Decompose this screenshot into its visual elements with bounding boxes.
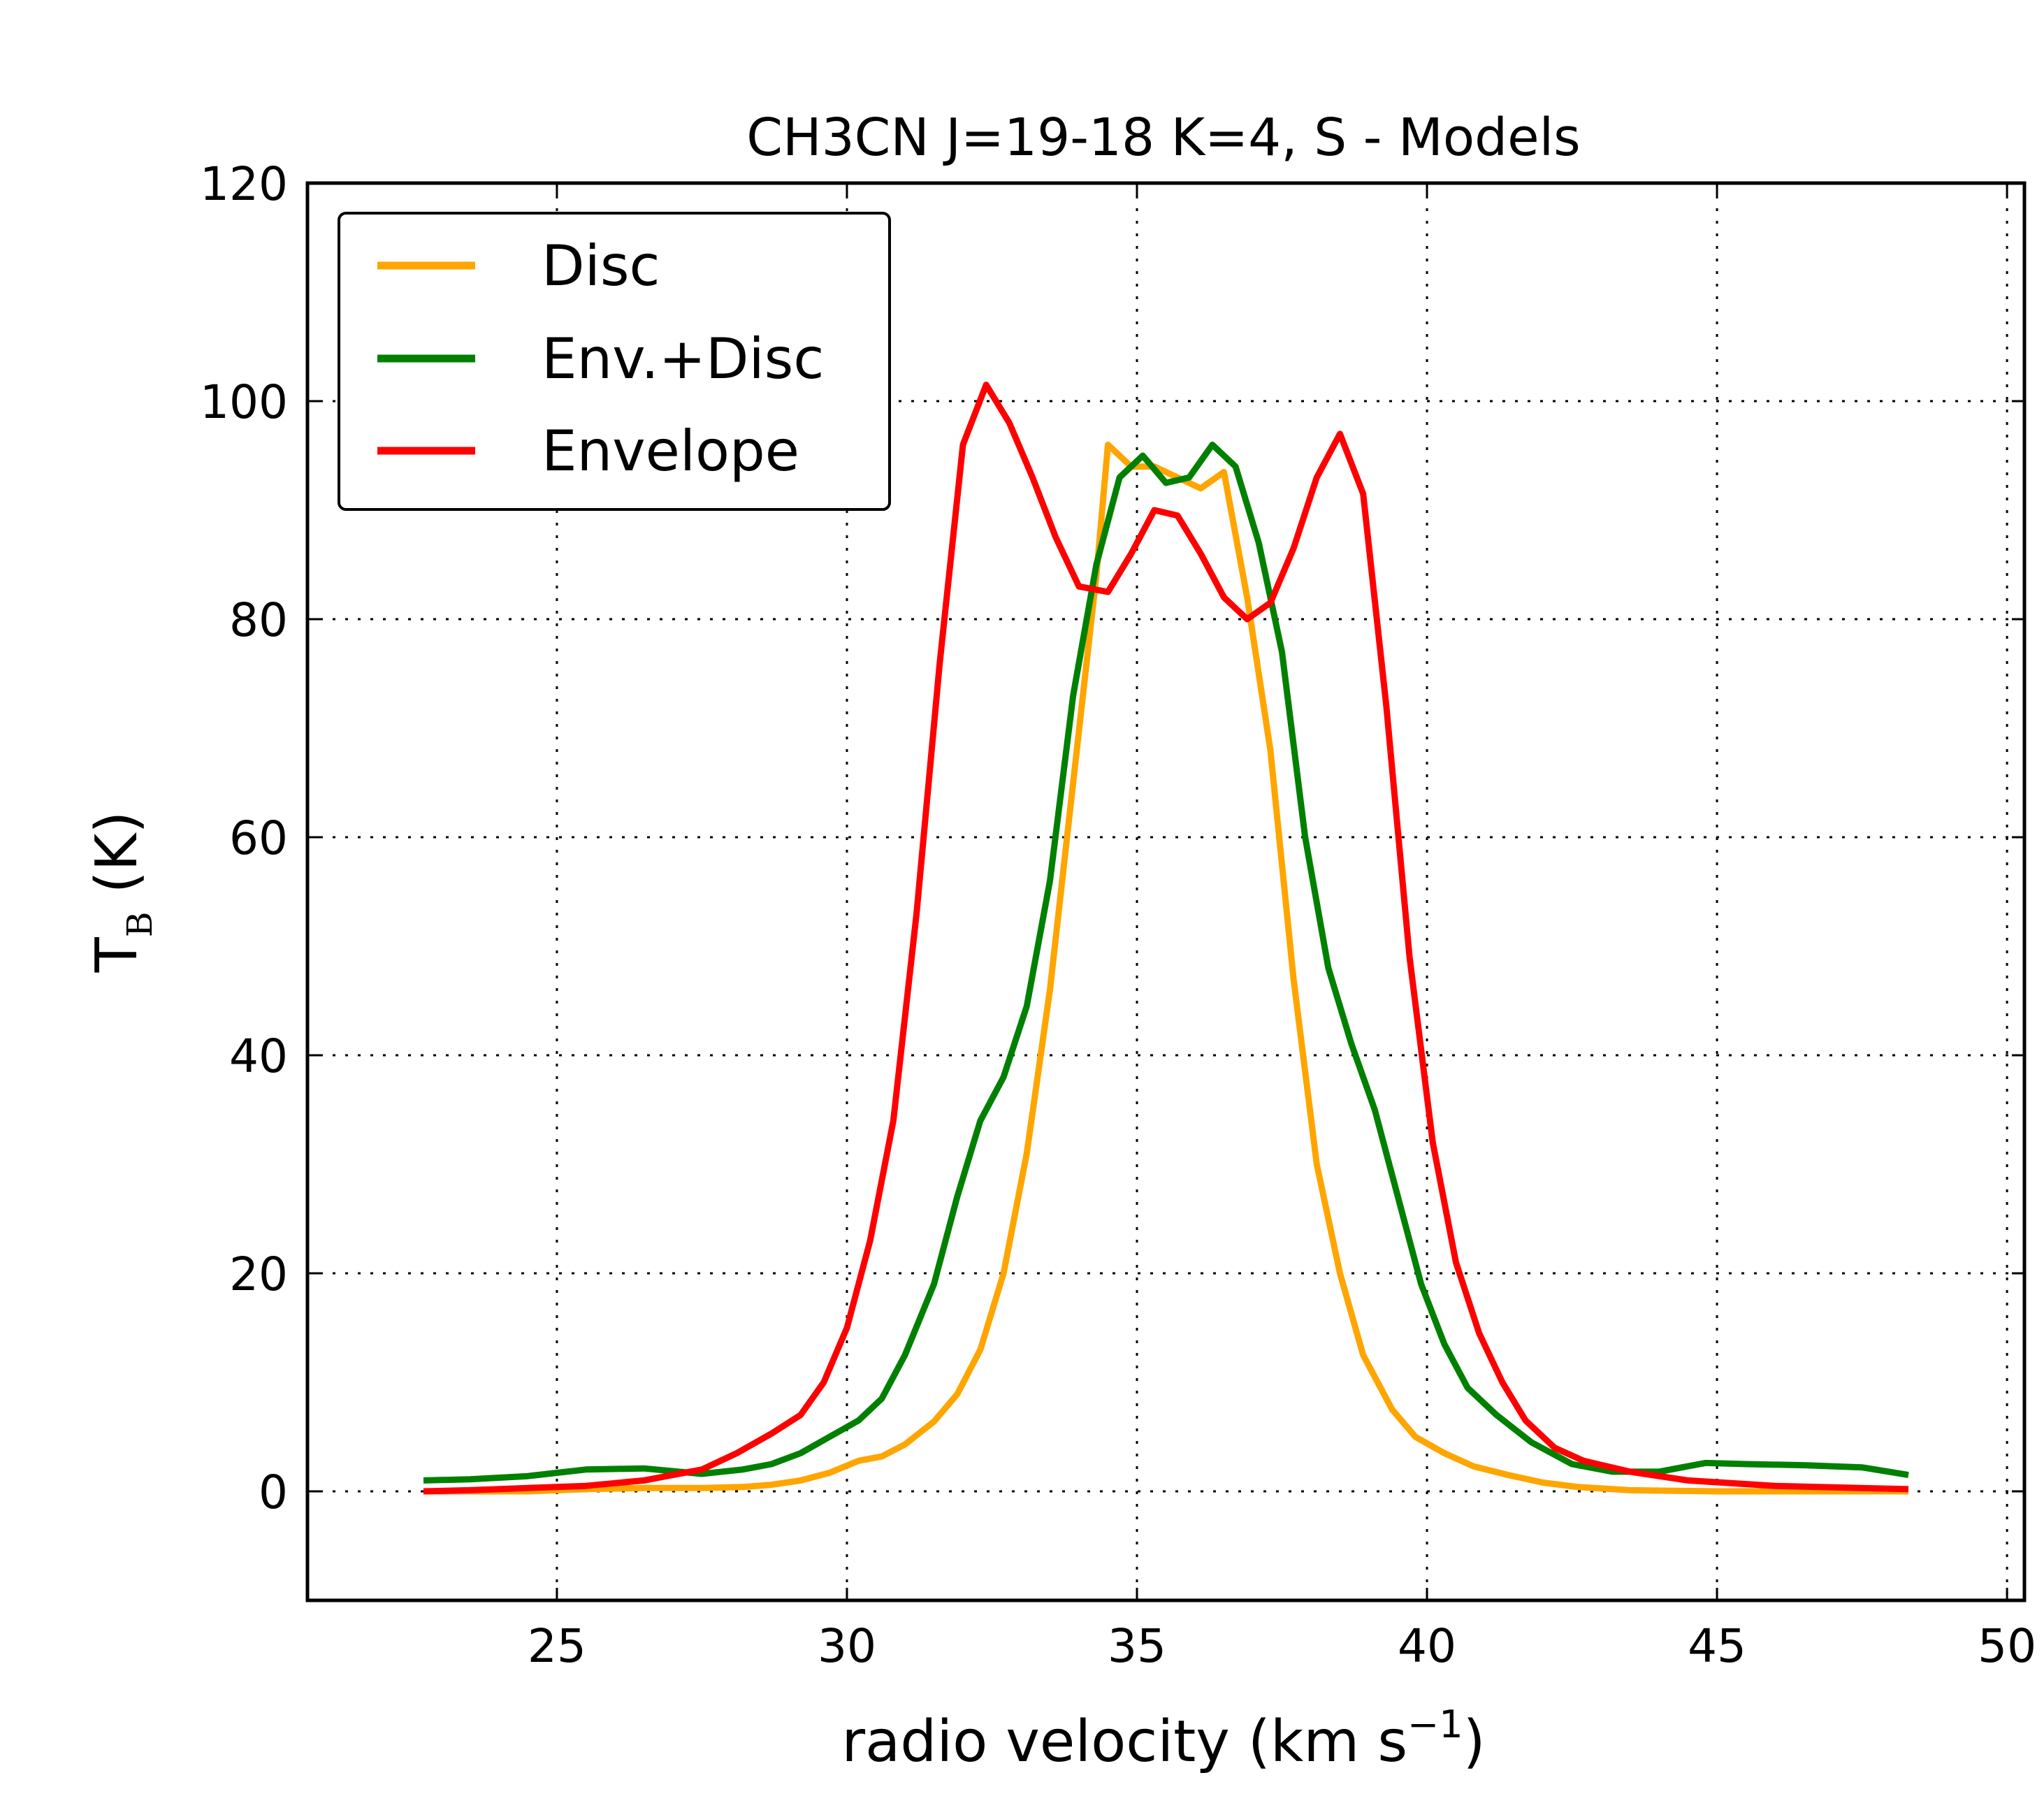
series-line-disc <box>423 441 1908 1495</box>
x-axis-label-superscript: −1 <box>1407 1702 1463 1746</box>
legend-label: Disc <box>542 233 660 298</box>
x-axis-label-close: ) <box>1463 1709 1486 1775</box>
x-axis-label-main: radio velocity (km s <box>841 1709 1407 1775</box>
x-axis-ticks: 25 30 35 40 45 50 <box>528 183 2036 1673</box>
x-tick-label: 40 <box>1398 1619 1456 1673</box>
x-tick-label: 25 <box>528 1619 586 1673</box>
y-tick-label: 120 <box>200 157 288 211</box>
y-tick-label: 40 <box>229 1029 288 1083</box>
y-tick-label: 80 <box>229 593 288 647</box>
series-line-envelope <box>423 382 1909 1495</box>
x-tick-label: 45 <box>1688 1619 1746 1673</box>
legend: Disc Env.+Disc Envelope <box>338 212 891 511</box>
legend-label: Envelope <box>542 419 799 484</box>
plot-area-frame <box>305 181 2027 1602</box>
x-tick-label: 50 <box>1978 1619 2036 1673</box>
y-axis-label-unit: (K) <box>84 811 150 912</box>
x-tick-label: 35 <box>1108 1619 1166 1673</box>
legend-label: Env.+Disc <box>542 326 824 391</box>
y-tick-label: 0 <box>259 1465 288 1519</box>
y-tick-label: 100 <box>200 375 288 429</box>
y-axis-label-subscript: B <box>119 911 160 937</box>
x-tick-label: 30 <box>818 1619 876 1673</box>
series-lines <box>423 382 1909 1495</box>
x-axis-label: radio velocity (km s−1) <box>841 1702 1485 1775</box>
legend-items: Disc Env.+Disc Envelope <box>377 233 824 484</box>
series-line-env-disc <box>423 441 1909 1484</box>
chart-title: CH3CN J=19-18 K=4, S - Models <box>746 108 1580 168</box>
y-axis-label-main: T <box>84 936 150 973</box>
y-tick-label: 20 <box>229 1247 288 1301</box>
y-axis-ticks: 0 20 40 60 80 100 120 <box>200 157 2024 1519</box>
y-axis-label: TB (K) <box>84 811 160 973</box>
y-tick-label: 60 <box>229 811 288 865</box>
legend-frame <box>338 212 891 511</box>
